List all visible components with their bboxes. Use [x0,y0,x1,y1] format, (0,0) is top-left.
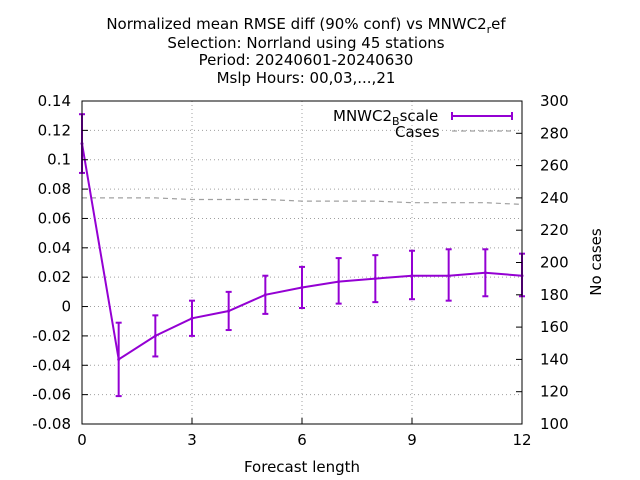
y-tick-label: 0.12 [38,121,71,139]
legend-label-mnwc2: MNWC2Bscale [333,107,438,128]
y-tick-label: -0.08 [32,415,71,433]
y-tick-label: 0.04 [38,239,71,257]
legend-swatch-mnwc2 [451,112,513,120]
title-tail: ef [491,15,506,33]
y-tick-label: -0.04 [32,356,71,374]
y2-tick-label: 280 [540,124,569,142]
y2-tick-label: 100 [540,415,569,433]
x-tick-label: 0 [77,431,87,449]
y-tick-label: 0 [61,298,71,316]
y2-tick-label: 300 [540,92,569,110]
y2-tick-label: 240 [540,189,569,207]
data-point [263,293,267,297]
y2-tick-label: 180 [540,286,569,304]
y2-tick-label: 200 [540,254,569,272]
data-point [373,277,377,281]
x-tick-label: 3 [187,431,197,449]
data-point [117,357,121,361]
y-tick-label: -0.02 [32,327,71,345]
data-point [410,274,414,278]
data-point [483,271,487,275]
title-line-2: Selection: Norrland using 45 stations [167,34,444,52]
chart-title: Normalized mean RMSE diff (90% conf) vs … [106,15,506,87]
y2-tick-label: 120 [540,383,569,401]
legend-label-cases: Cases [395,123,440,141]
axis-ticks: -0.08 -0.06 -0.04 -0.02 0 0.02 0.04 0.06 0.08 0.1… [32,92,568,449]
title-line-3: Period: 20240601-20240630 [199,51,414,69]
x-tick-label: 12 [512,431,531,449]
data-point [153,334,157,338]
y-tick-label: 0.14 [38,92,71,110]
y2-axis-label: No cases [587,228,605,296]
x-tick-label: 6 [297,431,307,449]
data-point [337,280,341,284]
title-line-1: Normalized mean RMSE diff (90% conf) vs … [106,15,506,36]
y-tick-label: -0.06 [32,386,71,404]
data-point [190,316,194,320]
title-subscript: r [487,23,492,36]
y2-tick-label: 140 [540,350,569,368]
x-axis-label: Forecast length [244,458,360,476]
y2-tick-label: 220 [540,221,569,239]
series-line-mnwc2 [81,143,523,362]
y-tick-label: 0.06 [38,209,71,227]
series-line-cases [82,197,523,205]
data-point [447,274,451,278]
y2-tick-label: 260 [540,157,569,175]
x-tick-label: 9 [407,431,417,449]
data-point [300,285,304,289]
title-line-4: Mslp Hours: 00,03,...,21 [217,69,396,87]
y-tick-label: 0.02 [38,268,71,286]
y2-tick-label: 160 [540,318,569,336]
grid [82,101,522,424]
data-point [227,309,231,313]
y-tick-label: 0.1 [47,151,71,169]
y-tick-label: 0.08 [38,180,71,198]
